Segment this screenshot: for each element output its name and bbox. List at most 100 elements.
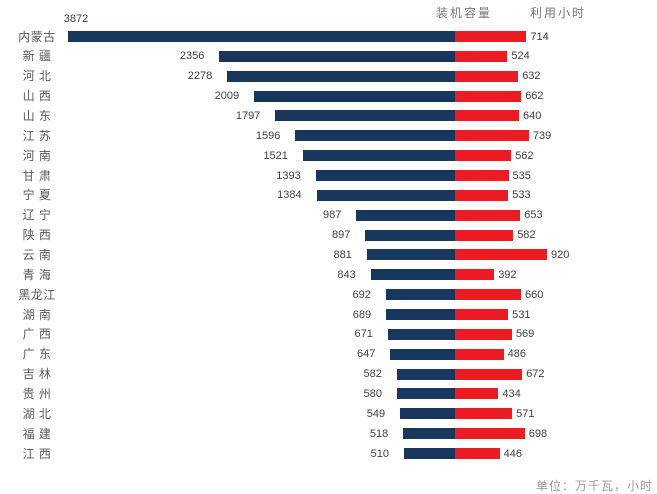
capacity-bar — [400, 408, 455, 420]
category-label: 云 南 — [22, 247, 52, 262]
hours-value-label: 640 — [523, 109, 542, 122]
hours-bar — [455, 428, 525, 440]
capacity-bar — [403, 428, 455, 440]
category-label: 河 南 — [22, 148, 52, 163]
hours-bar — [455, 50, 508, 62]
chart-row: 陕 西 897 582 — [0, 225, 657, 245]
category-label: 江 西 — [22, 446, 52, 461]
chart-row: 宁 夏 1384 533 — [0, 185, 657, 205]
capacity-value-label: 1596 — [255, 129, 281, 142]
chart-row: 河 南 1521 562 — [0, 146, 657, 166]
capacity-bar — [404, 448, 455, 460]
hours-bar — [455, 170, 509, 182]
hours-value-label: 535 — [512, 169, 531, 182]
hours-value-label: 582 — [517, 229, 536, 242]
hours-value-label: 434 — [502, 387, 521, 400]
category-label: 湖 南 — [22, 307, 52, 322]
capacity-value-label: 843 — [337, 268, 356, 281]
chart-row: 辽 宁 987 653 — [0, 205, 657, 225]
hours-bar — [455, 408, 513, 420]
legend-hours-label: 利用小时 — [530, 6, 587, 20]
hours-bar — [455, 388, 499, 400]
capacity-bar — [356, 209, 455, 221]
category-label: 河 北 — [22, 69, 52, 84]
chart-row: 青 海 843 392 — [0, 265, 657, 285]
chart-row: 江 苏 1596 739 — [0, 126, 657, 146]
category-label: 青 海 — [22, 267, 52, 282]
hours-bar — [455, 189, 509, 201]
capacity-bar — [397, 388, 455, 400]
chart-row: 广 东 647 486 — [0, 344, 657, 364]
capacity-value-label: 1384 — [277, 189, 302, 202]
capacity-bar — [396, 368, 455, 380]
hours-bar — [455, 90, 522, 102]
hours-value-label: 392 — [498, 268, 517, 281]
hours-value-label: 660 — [525, 288, 544, 301]
hours-value-label: 672 — [526, 368, 545, 381]
hours-bar — [455, 70, 519, 82]
hours-value-label: 531 — [512, 308, 531, 321]
chart-row: 黑龙江 692 660 — [0, 285, 657, 305]
chart-row: 贵 州 580 434 — [0, 384, 657, 404]
capacity-value-label: 671 — [354, 328, 373, 341]
hours-value-label: 571 — [516, 407, 535, 420]
chart-row: 湖 北 549 571 — [0, 404, 657, 424]
chart-row: 河 北 2278 632 — [0, 66, 657, 86]
category-label: 内蒙古 — [18, 29, 56, 44]
capacity-bar — [302, 150, 455, 162]
capacity-bar — [386, 309, 455, 321]
capacity-value-label: 692 — [352, 288, 371, 301]
capacity-value-label: 647 — [356, 348, 376, 361]
hours-value-label: 562 — [515, 149, 534, 162]
chart-row: 福 建 518 698 — [0, 424, 657, 444]
hours-value-label: 446 — [503, 447, 522, 460]
hours-bar — [455, 368, 523, 380]
category-label: 贵 州 — [22, 386, 52, 401]
hours-bar — [455, 309, 509, 321]
hours-value-label: 653 — [524, 209, 543, 222]
capacity-value-label: 881 — [333, 248, 352, 261]
hours-value-label: 524 — [511, 50, 530, 63]
hours-bar — [455, 209, 521, 221]
capacity-value-label: 2278 — [187, 70, 213, 83]
capacity-bar — [295, 130, 455, 142]
chart-row: 湖 南 689 531 — [0, 305, 657, 325]
category-label: 黑龙江 — [18, 287, 56, 302]
capacity-bar — [365, 229, 455, 241]
chart-row: 江 西 510 446 — [0, 444, 657, 464]
unit-note: 单位：万千瓦，小时 — [535, 479, 653, 493]
category-label: 广 西 — [22, 327, 52, 342]
capacity-value-label: 582 — [363, 368, 382, 381]
capacity-bar — [387, 328, 455, 340]
category-label: 福 建 — [22, 426, 52, 441]
capacity-value-label: 549 — [366, 407, 386, 420]
hours-bar — [455, 229, 514, 241]
capacity-value-label: 1797 — [235, 109, 261, 122]
category-label: 广 东 — [22, 347, 52, 362]
chart-row: 新 疆 2356 524 — [0, 46, 657, 66]
capacity-bar — [254, 90, 455, 102]
category-label: 山 西 — [22, 89, 52, 104]
category-label: 山 东 — [22, 108, 52, 123]
hours-bar — [455, 130, 529, 142]
category-label: 甘 肃 — [22, 168, 52, 183]
capacity-bar — [316, 189, 455, 201]
hours-bar — [455, 328, 512, 340]
category-label: 江 苏 — [22, 128, 52, 143]
capacity-value-label: 689 — [352, 308, 372, 321]
hours-bar — [455, 150, 512, 162]
category-label: 辽 宁 — [22, 208, 52, 223]
category-label: 吉 林 — [22, 367, 52, 382]
hours-bar — [455, 269, 495, 281]
hours-bar — [455, 448, 500, 460]
category-label: 湖 北 — [22, 406, 52, 421]
capacity-bar — [370, 269, 455, 281]
capacity-value-label: 3872 — [63, 12, 89, 25]
chart-row: 内蒙古 3872 714 — [0, 13, 657, 47]
legend-capacity-label: 装机容量 — [436, 6, 493, 20]
hours-bar — [455, 31, 527, 42]
hours-bar — [455, 249, 547, 261]
hours-value-label: 714 — [530, 30, 549, 43]
hours-bar — [455, 348, 504, 360]
capacity-value-label: 1521 — [263, 149, 288, 162]
